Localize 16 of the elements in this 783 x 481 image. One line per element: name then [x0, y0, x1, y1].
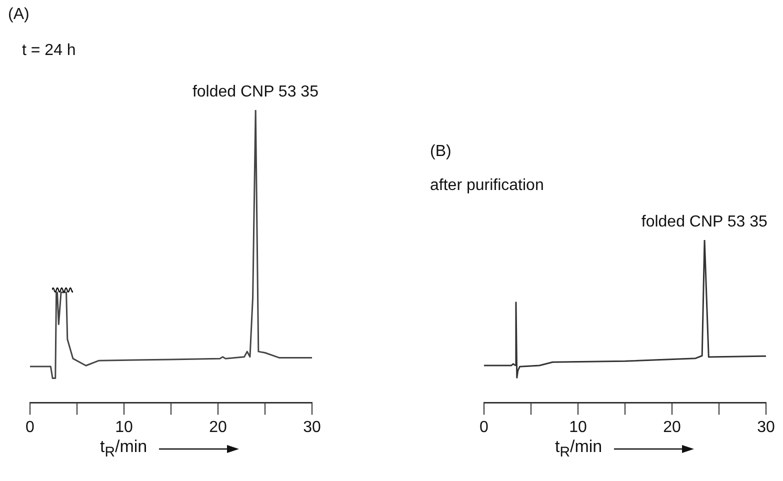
annotation: folded CNP 53 35 — [192, 83, 319, 100]
chart-subtitle: after purification — [430, 177, 544, 195]
x-tick-label: 20 — [663, 418, 681, 436]
chart-subtitle: t = 24 h — [22, 42, 76, 60]
x-tick-label: 20 — [209, 418, 227, 436]
x-tick-label: 10 — [115, 418, 133, 436]
x-tick-label: 30 — [757, 418, 775, 436]
x-tick-label: 0 — [480, 418, 489, 436]
x-tick-label: 30 — [303, 418, 321, 436]
x-axis-title: t$_{R}$/min — [555, 437, 602, 460]
x-tick-label: 0 — [26, 418, 35, 436]
annotation: folded CNP 53 35 — [641, 213, 768, 230]
chart-title: (A) — [8, 6, 30, 24]
x-tick-label: 10 — [569, 418, 587, 436]
chart-title: (B) — [430, 143, 452, 161]
x-axis-title: t$_{R}$/min — [100, 437, 148, 460]
